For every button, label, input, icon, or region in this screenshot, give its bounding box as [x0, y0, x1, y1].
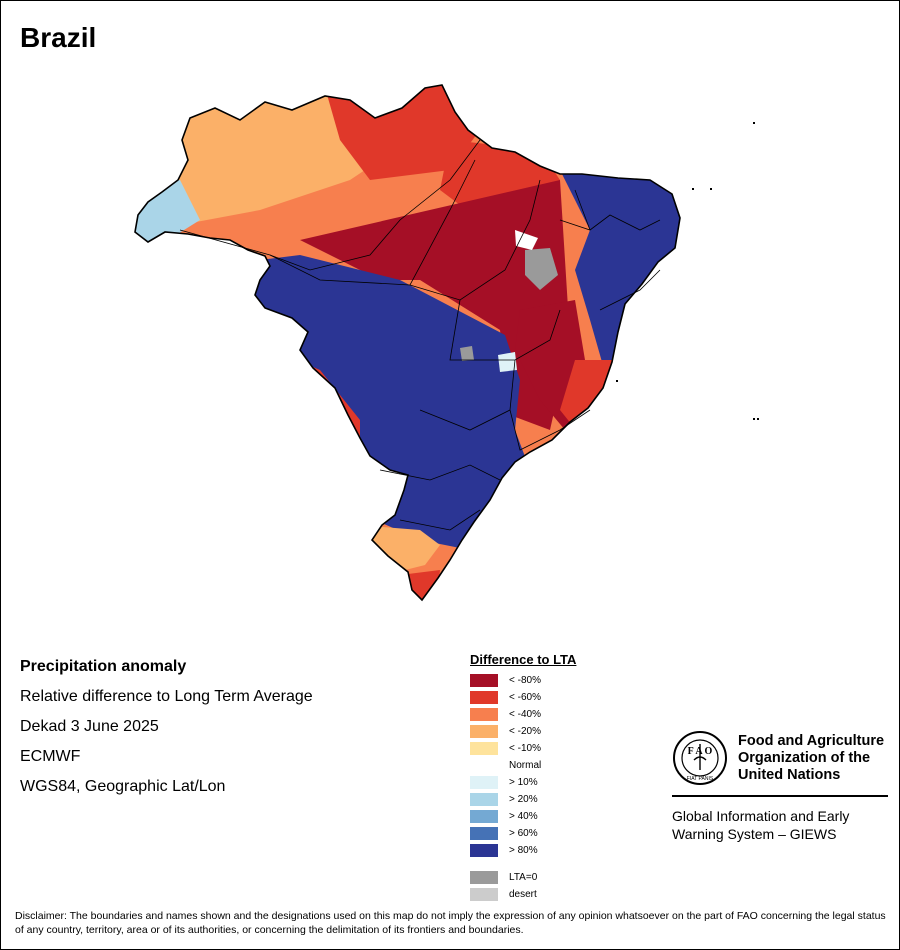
legend-item: < -20% — [470, 723, 576, 740]
legend-swatch — [470, 871, 498, 884]
legend-swatch — [470, 810, 498, 823]
legend-label: > 60% — [509, 828, 538, 839]
legend-swatch — [470, 708, 498, 721]
fao-block: F A O FIAT PANIS Food and Agriculture Or… — [672, 730, 888, 843]
legend-label: > 80% — [509, 845, 538, 856]
legend-item: > 40% — [470, 808, 576, 825]
legend-swatch — [470, 844, 498, 857]
legend-item: < -40% — [470, 706, 576, 723]
info-line-1: Relative difference to Long Term Average — [20, 688, 313, 705]
legend-label: < -10% — [509, 743, 541, 754]
legend-label: LTA=0 — [509, 872, 538, 883]
legend-label: < -80% — [509, 675, 541, 686]
legend-swatch — [470, 691, 498, 704]
legend-item: < -60% — [470, 689, 576, 706]
legend-item: > 60% — [470, 825, 576, 842]
legend-label: > 10% — [509, 777, 538, 788]
legend-label: < -20% — [509, 726, 541, 737]
legend-swatch — [470, 827, 498, 840]
legend-item: < -10% — [470, 740, 576, 757]
map-title: Brazil — [20, 22, 97, 53]
info-heading: Precipitation anomaly — [20, 658, 187, 675]
legend-item: > 20% — [470, 791, 576, 808]
legend-label: < -40% — [509, 709, 541, 720]
legend-label: > 40% — [509, 811, 538, 822]
info-line-2: Dekad 3 June 2025 — [20, 718, 159, 735]
legend-title: Difference to LTA — [470, 652, 577, 667]
state-borders — [179, 139, 661, 531]
legend-swatch — [470, 793, 498, 806]
legend-swatch — [470, 776, 498, 789]
legend-item: > 80% — [470, 842, 576, 859]
fao-name-line-1: Food and Agriculture — [738, 732, 885, 749]
legend-item: > 10% — [470, 774, 576, 791]
legend-swatch — [470, 674, 498, 687]
disclaimer: Disclaimer: The boundaries and names sho… — [15, 910, 886, 936]
legend-label: < -60% — [509, 692, 541, 703]
map-info: Precipitation anomaly Relative differenc… — [20, 656, 313, 806]
fao-name-line-2: Organization of the — [738, 749, 871, 766]
legend-label: desert — [509, 889, 537, 900]
precipitation-map — [120, 70, 820, 630]
legend-swatch — [470, 742, 498, 755]
fao-divider — [672, 795, 888, 797]
fao-name-line-3: United Nations — [738, 766, 841, 783]
legend-item-desert: desert — [470, 886, 576, 903]
svg-text:FIAT PANIS: FIAT PANIS — [687, 776, 714, 782]
legend-item: < -80% — [470, 672, 576, 689]
giews-line-2: Warning System – GIEWS — [672, 826, 837, 842]
legend-item-lta0: LTA=0 — [470, 869, 576, 886]
info-line-4: WGS84, Geographic Lat/Lon — [20, 778, 226, 795]
legend-label: > 20% — [509, 794, 538, 805]
legend-swatch — [470, 888, 498, 901]
giews-line-1: Global Information and Early — [672, 808, 850, 824]
legend-swatch — [470, 725, 498, 738]
fao-logo-icon: F A O FIAT PANIS — [673, 731, 727, 785]
info-line-3: ECMWF — [20, 748, 81, 765]
legend: Difference to LTA < -80% < -60% < -40% <… — [470, 652, 576, 903]
legend-normal-label: Normal — [509, 760, 542, 771]
